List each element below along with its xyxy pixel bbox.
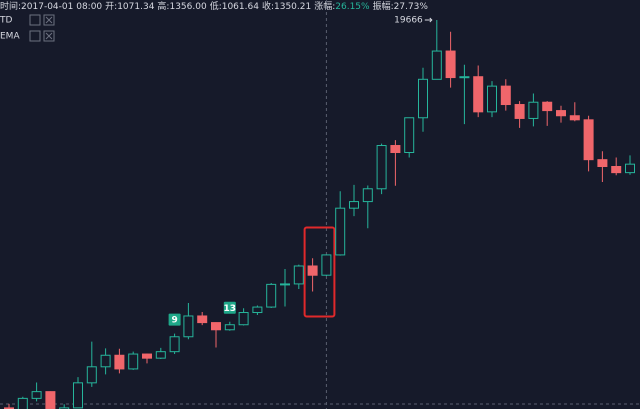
candle-body: [59, 407, 70, 409]
candle-body: [583, 119, 594, 161]
candle-body: [376, 145, 387, 190]
header: 时间:2017-04-01 08:00 开:1071.34 高:1356.00 低:1…: [0, 0, 428, 12]
candle-body: [445, 50, 456, 79]
header-value: 1356.00: [169, 2, 206, 12]
candle-body: [418, 78, 428, 119]
header-label: 时间:: [0, 0, 21, 12]
candle-body: [528, 101, 539, 119]
candle-body: [31, 391, 42, 399]
candle-body: [611, 165, 622, 174]
candle-body: [86, 366, 97, 384]
candle-body: [224, 324, 235, 331]
candle-body: [128, 353, 139, 370]
candle-body: [183, 315, 194, 338]
candle-body: [197, 315, 208, 324]
candle-body: [404, 117, 415, 154]
td-badge: [223, 301, 236, 314]
candle-body: [500, 85, 511, 106]
candle-body: [142, 353, 152, 359]
candle-body: [114, 354, 125, 370]
candle-body: [45, 391, 56, 409]
candle-body: [280, 283, 290, 286]
close-x: [45, 16, 53, 24]
header-label: 低:: [210, 0, 222, 12]
header-value: 2017-04-01 08:00: [21, 2, 102, 12]
candle-body: [459, 76, 470, 79]
candle-body: [431, 50, 442, 80]
candle-body: [266, 283, 277, 308]
indicator-label: TD: [0, 16, 12, 26]
candle-body: [293, 265, 304, 285]
candle-body: [252, 306, 263, 314]
candle-body: [514, 104, 525, 119]
candle-body: [100, 354, 111, 368]
td-badge: [168, 313, 181, 326]
header-value: 1071.34: [117, 2, 154, 12]
candle-body: [211, 322, 221, 331]
candle-body: [390, 145, 401, 154]
candle-body: [542, 101, 553, 112]
header-value: 1061.64: [222, 2, 259, 12]
indicator-icons[interactable]: [29, 14, 55, 42]
candle-body: [4, 407, 14, 409]
candle-body: [349, 201, 359, 209]
close-icon[interactable]: [43, 30, 55, 42]
candle-body: [569, 115, 580, 121]
close-x: [45, 32, 53, 40]
candle-body: [155, 351, 166, 359]
candle-body: [335, 207, 346, 256]
candle-body: [169, 336, 180, 353]
td-count: 9: [171, 316, 177, 326]
header-label: 收:: [262, 0, 274, 12]
candle-body: [487, 85, 497, 113]
settings-icon[interactable]: [29, 14, 41, 26]
indicator-label: EMA: [0, 32, 20, 42]
candle-body: [556, 110, 566, 117]
td-count: 13: [224, 304, 237, 314]
peak-label: 19666: [394, 15, 423, 25]
candle-body: [362, 188, 373, 203]
header-label: 涨幅:: [314, 0, 335, 12]
candle-body: [473, 76, 484, 113]
selection-box: [303, 226, 336, 318]
candle-body: [17, 397, 28, 409]
settings-icon[interactable]: [29, 30, 41, 42]
header-value: 1350.21: [274, 2, 311, 12]
header-value: 26.15%: [335, 2, 370, 12]
candle-body: [597, 159, 608, 167]
candle-body: [307, 265, 318, 276]
header-label: 振幅:: [373, 0, 394, 12]
candle-body: [625, 163, 635, 174]
peak-arrow: [424, 17, 433, 23]
candle-body: [321, 254, 332, 276]
candle-body: [73, 382, 83, 409]
close-icon[interactable]: [43, 14, 55, 26]
header-label: 开:: [105, 1, 117, 12]
candle-body: [238, 312, 249, 326]
header-label: 高:: [157, 0, 169, 12]
header-value: 27.73%: [394, 2, 429, 12]
